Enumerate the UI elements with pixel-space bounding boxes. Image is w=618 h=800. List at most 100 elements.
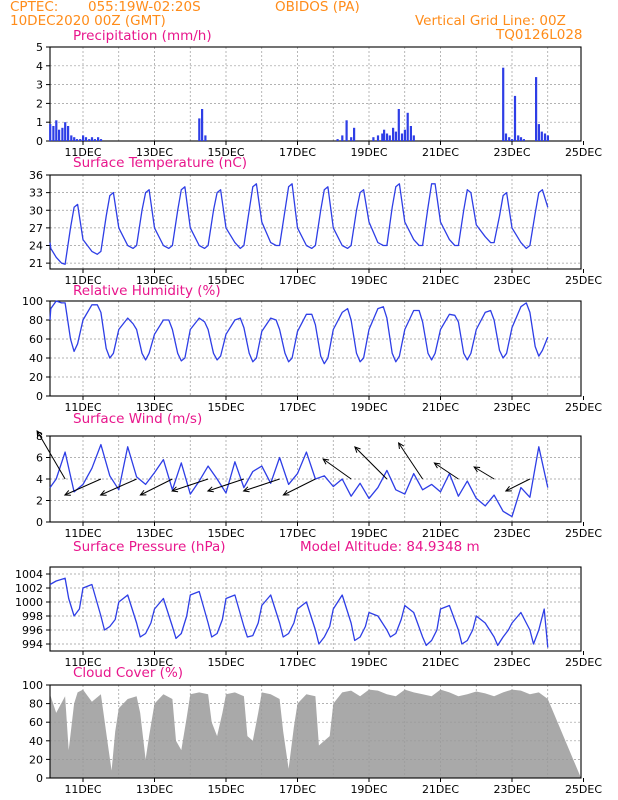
precip-bar xyxy=(504,133,508,141)
y-tick-label: 1002 xyxy=(15,582,43,595)
x-tick-label: 15DEC xyxy=(207,274,244,287)
wind-vector xyxy=(505,478,531,492)
precip-bar xyxy=(406,112,409,141)
precip-bar xyxy=(204,135,207,141)
precip-bar xyxy=(397,109,400,141)
y-tick-label: 100 xyxy=(22,679,43,692)
x-tick-label: 19DEC xyxy=(350,783,387,796)
y-tick-label: 1 xyxy=(36,116,43,129)
precip-bar xyxy=(49,124,52,141)
wind-vector xyxy=(434,462,459,480)
precip-bar xyxy=(394,131,397,141)
wind-vector xyxy=(398,442,424,480)
precip-bar xyxy=(409,126,412,141)
x-tick-label: 19DEC xyxy=(350,274,387,287)
y-tick-label: 30 xyxy=(29,204,43,217)
x-tick-label: 13DEC xyxy=(136,274,173,287)
x-tick-label: 17DEC xyxy=(279,783,316,796)
panel-frame xyxy=(49,46,582,142)
panel-title: Surface Temperature (nC) xyxy=(73,155,247,171)
wind-arrowhead xyxy=(397,442,405,450)
wind-vector xyxy=(473,466,495,480)
precip-bar xyxy=(388,135,391,141)
panel-title: Relative Humidity (%) xyxy=(73,283,221,299)
panel-frame xyxy=(49,300,582,397)
precip-bar xyxy=(381,133,384,141)
y-tick-label: 3 xyxy=(36,79,43,92)
wind-arrowhead xyxy=(99,490,107,496)
y-tick-label: 996 xyxy=(22,624,43,637)
x-tick-label: 11DEC xyxy=(64,146,101,159)
precip-bar xyxy=(336,139,339,141)
wind-vector xyxy=(354,446,388,480)
wind-vector xyxy=(207,478,245,492)
x-tick-label: 21DEC xyxy=(422,527,459,540)
x-tick-label: 23DEC xyxy=(493,656,530,669)
cloud-cover-area xyxy=(50,689,581,778)
panel-title: Cloud Cover (%) xyxy=(73,665,183,681)
x-tick-label: 21DEC xyxy=(422,656,459,669)
precip-bar xyxy=(88,139,91,141)
precip-bar xyxy=(537,124,540,141)
x-tick-label: 17DEC xyxy=(279,656,316,669)
x-tick-label: 25DEC xyxy=(565,527,602,540)
precip-bar xyxy=(403,129,406,141)
precip-bar xyxy=(517,135,520,141)
temp-series-line xyxy=(49,183,549,265)
wind-arrowhead xyxy=(282,489,290,496)
precip-bar xyxy=(55,120,58,141)
precip-bar xyxy=(61,127,64,141)
x-tick-label: 11DEC xyxy=(64,656,101,669)
precip-bar xyxy=(58,129,61,141)
precip-bar xyxy=(546,135,549,141)
wind-vector xyxy=(100,478,137,496)
x-tick-label: 15DEC xyxy=(207,401,244,414)
x-tick-label: 11DEC xyxy=(64,274,101,287)
x-tick-label: 13DEC xyxy=(136,656,173,669)
x-tick-label: 17DEC xyxy=(279,401,316,414)
y-tick-label: 33 xyxy=(29,187,43,200)
coordinates-label: 055:19W-02:20S xyxy=(88,0,201,15)
y-tick-label: 994 xyxy=(22,638,43,651)
precip-bar xyxy=(400,133,404,141)
wind-series-line xyxy=(49,443,549,518)
y-tick-label: 4 xyxy=(36,60,43,73)
model-altitude-label: Model Altitude: 84.9348 m xyxy=(300,539,480,555)
y-tick-label: 0 xyxy=(36,135,43,148)
model-code-label: TQ0126L028 xyxy=(496,27,583,43)
precip-bar xyxy=(198,118,201,141)
precip-bar xyxy=(508,137,511,141)
wind-arrowhead xyxy=(242,486,250,493)
precip-bar xyxy=(75,139,79,141)
y-tick-label: 0 xyxy=(36,390,43,403)
precip-bar xyxy=(90,137,94,141)
precip-bar xyxy=(73,137,76,141)
precip-bar xyxy=(201,109,204,141)
y-tick-label: 0 xyxy=(36,516,43,529)
x-tick-label: 17DEC xyxy=(279,274,316,287)
x-tick-label: 11DEC xyxy=(64,401,101,414)
precip-bar xyxy=(64,122,67,141)
precip-bar xyxy=(543,133,547,141)
y-tick-label: 20 xyxy=(29,371,43,384)
x-tick-label: 11DEC xyxy=(64,783,101,796)
x-tick-label: 15DEC xyxy=(207,783,244,796)
y-tick-label: 6 xyxy=(36,452,43,465)
panel-frame xyxy=(49,566,582,652)
grid-note-label: Vertical Grid Line: 00Z xyxy=(415,13,566,29)
precip-bar xyxy=(540,131,543,141)
y-tick-label: 4 xyxy=(36,473,43,486)
precip-bar xyxy=(392,127,395,141)
x-tick-label: 11DEC xyxy=(64,527,101,540)
y-tick-label: 40 xyxy=(29,352,43,365)
y-tick-label: 80 xyxy=(29,698,43,711)
x-tick-label: 15DEC xyxy=(207,656,244,669)
x-tick-label: 13DEC xyxy=(136,401,173,414)
wind-arrowhead xyxy=(473,466,481,473)
press-series-line xyxy=(49,577,549,648)
wind-vector xyxy=(283,478,316,496)
y-tick-label: 21 xyxy=(29,257,43,270)
x-tick-label: 25DEC xyxy=(565,401,602,414)
wind-arrowhead xyxy=(63,490,71,496)
